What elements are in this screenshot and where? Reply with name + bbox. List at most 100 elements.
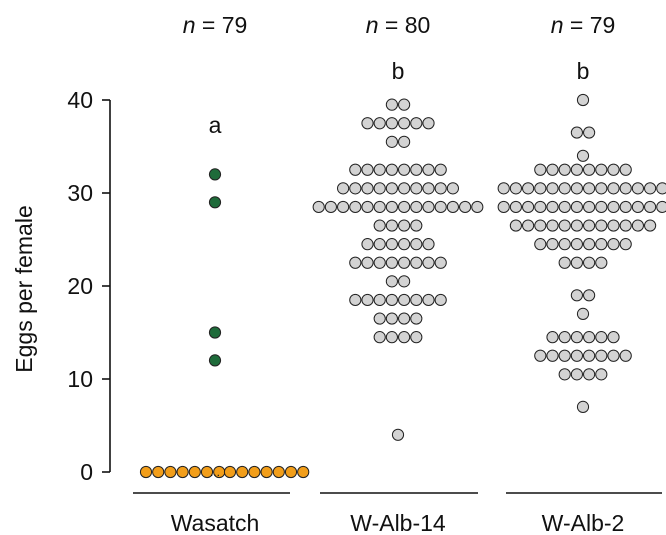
data-point <box>509 182 523 195</box>
data-point <box>595 349 608 362</box>
data-point-zero <box>248 465 261 479</box>
data-point <box>558 368 571 381</box>
data-point <box>446 200 459 214</box>
data-point <box>558 349 571 362</box>
data-point <box>522 182 535 195</box>
data-point <box>349 293 362 307</box>
data-point <box>570 331 584 344</box>
data-point <box>385 135 398 148</box>
data-point <box>361 200 374 214</box>
data-point <box>631 200 645 214</box>
data-point <box>558 200 571 214</box>
data-point <box>619 238 632 251</box>
data-point <box>546 200 559 214</box>
data-point <box>595 200 608 214</box>
data-point <box>385 238 398 251</box>
data-point <box>373 219 386 232</box>
data-point <box>373 163 386 176</box>
data-point <box>583 238 596 251</box>
data-point <box>619 349 632 362</box>
y-tick-label: 20 <box>67 273 93 299</box>
data-point <box>595 238 608 251</box>
data-point <box>656 200 666 214</box>
data-point <box>619 163 632 176</box>
data-point <box>434 182 447 195</box>
data-point <box>583 126 596 139</box>
data-point <box>607 163 620 176</box>
data-point <box>607 219 620 232</box>
n-label: n = 79 <box>183 12 248 38</box>
data-point <box>471 200 484 214</box>
data-point <box>361 182 374 195</box>
data-point <box>534 238 547 251</box>
data-point <box>619 219 632 232</box>
y-tick-label: 0 <box>80 459 93 485</box>
data-point <box>534 200 547 214</box>
data-point <box>644 200 657 214</box>
data-point <box>446 182 459 195</box>
data-point <box>558 238 571 251</box>
data-point <box>434 163 447 176</box>
data-point-zero <box>200 465 214 479</box>
data-point <box>570 182 584 195</box>
data-point <box>385 163 398 176</box>
data-point <box>497 200 510 214</box>
data-point <box>324 200 337 214</box>
data-point-zero <box>164 465 177 479</box>
data-point <box>385 312 398 325</box>
data-point <box>546 238 559 251</box>
data-point <box>558 256 571 269</box>
data-point <box>534 182 547 195</box>
data-point <box>398 331 411 344</box>
significance-letter: a <box>209 112 222 138</box>
data-point <box>373 117 386 130</box>
data-point <box>361 117 374 130</box>
data-point <box>534 219 547 232</box>
data-point <box>391 428 405 441</box>
n-label: n = 80 <box>366 12 431 38</box>
data-point <box>434 200 447 214</box>
data-point <box>361 256 374 269</box>
data-point <box>576 307 590 320</box>
category-label: W-Alb-14 <box>350 510 446 535</box>
data-point <box>385 331 398 344</box>
data-point <box>373 200 386 214</box>
data-point <box>361 163 374 176</box>
data-point <box>570 368 584 381</box>
data-point <box>619 200 632 214</box>
data-point <box>398 312 411 325</box>
data-point <box>422 182 435 195</box>
data-point <box>570 163 584 176</box>
data-point <box>398 256 411 269</box>
data-point <box>349 182 362 195</box>
data-point <box>422 163 435 176</box>
y-tick-label: 30 <box>67 180 93 206</box>
data-point <box>631 182 645 195</box>
data-point <box>208 326 222 339</box>
data-point-zero <box>188 465 201 479</box>
data-point <box>583 368 596 381</box>
data-point <box>349 256 362 269</box>
data-point <box>534 349 547 362</box>
y-tick-label: 10 <box>67 366 93 392</box>
data-point <box>398 163 411 176</box>
data-point <box>570 349 584 362</box>
data-point <box>509 219 523 232</box>
data-point <box>349 163 362 176</box>
category-label: W-Alb-2 <box>542 510 625 535</box>
data-point <box>208 168 222 181</box>
data-point-zero <box>260 465 273 479</box>
data-point <box>558 331 571 344</box>
data-point <box>398 182 411 195</box>
data-point <box>337 200 350 214</box>
data-point <box>595 182 608 195</box>
data-point <box>576 149 590 162</box>
data-point <box>644 219 657 232</box>
data-point <box>595 331 608 344</box>
data-point <box>337 182 350 195</box>
category-label: Wasatch <box>171 510 260 535</box>
y-axis-label: Eggs per female <box>11 205 37 372</box>
data-point <box>558 219 571 232</box>
data-point <box>558 163 571 176</box>
data-point <box>410 219 423 232</box>
